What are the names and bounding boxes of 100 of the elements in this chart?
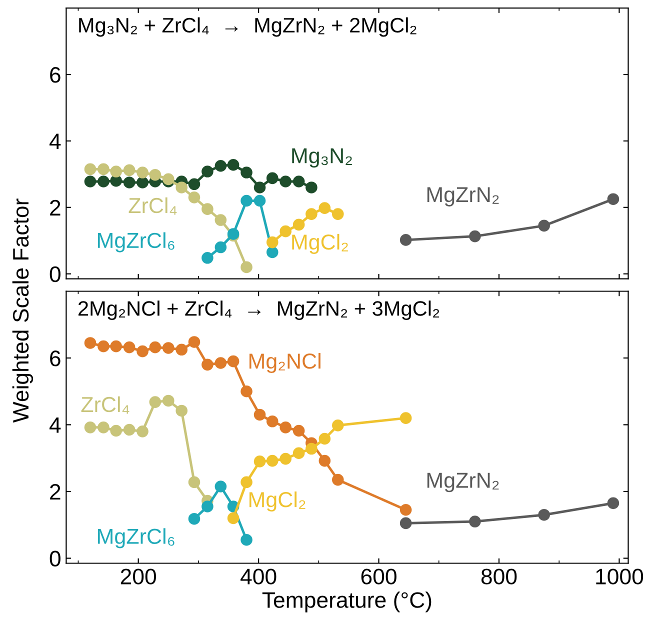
point bbox=[240, 261, 252, 274]
point bbox=[202, 358, 214, 371]
point bbox=[136, 176, 148, 188]
point bbox=[176, 404, 188, 417]
point bbox=[254, 456, 266, 468]
x-tick-label: 800 bbox=[481, 568, 517, 584]
point bbox=[162, 394, 174, 407]
point bbox=[306, 182, 318, 194]
point bbox=[306, 442, 318, 455]
y-tick-label: 2 bbox=[50, 484, 60, 500]
point bbox=[149, 168, 162, 181]
point bbox=[227, 158, 240, 171]
point bbox=[188, 192, 200, 204]
point bbox=[202, 252, 214, 264]
point bbox=[266, 236, 278, 248]
y-tick-label: 0 bbox=[50, 550, 60, 567]
y-tick-label: 2 bbox=[50, 200, 60, 216]
x-tick-label: 1000 bbox=[596, 568, 644, 584]
point bbox=[332, 420, 344, 432]
series-label: MgZrCl₆ bbox=[98, 528, 174, 548]
point bbox=[240, 476, 252, 488]
point bbox=[469, 516, 481, 528]
x-axis-title: Temperature (°C) bbox=[262, 592, 432, 612]
point bbox=[266, 246, 278, 258]
series-label: MgCl₂ bbox=[250, 491, 306, 512]
point bbox=[214, 214, 227, 226]
series-label: MgZrN₂ bbox=[427, 472, 499, 492]
series-label: ZrCl₄ bbox=[128, 197, 177, 215]
point bbox=[607, 193, 620, 205]
point bbox=[149, 341, 162, 354]
point bbox=[123, 341, 136, 354]
point bbox=[318, 202, 331, 214]
point bbox=[292, 424, 305, 437]
point bbox=[538, 508, 550, 521]
point bbox=[280, 422, 292, 434]
x-tick-label: 400 bbox=[240, 568, 276, 584]
point bbox=[176, 182, 188, 194]
point bbox=[607, 497, 620, 510]
point bbox=[110, 340, 122, 352]
y-tick-label: 4 bbox=[49, 134, 61, 150]
point bbox=[266, 416, 278, 428]
point bbox=[98, 176, 110, 188]
point bbox=[202, 500, 214, 512]
series-label: MgCl₂ bbox=[292, 234, 348, 254]
point bbox=[84, 176, 96, 188]
point bbox=[136, 426, 148, 438]
point bbox=[266, 454, 278, 467]
point bbox=[254, 182, 266, 194]
point bbox=[332, 474, 344, 486]
x-tick-label: 600 bbox=[361, 568, 396, 584]
point bbox=[292, 447, 305, 460]
point bbox=[188, 336, 200, 348]
y-axis-title: Weighted Scale Factor bbox=[12, 198, 34, 423]
series-label: Mg₂NCl bbox=[250, 352, 320, 374]
point bbox=[98, 340, 110, 352]
point bbox=[214, 480, 227, 492]
point bbox=[214, 160, 227, 172]
point bbox=[202, 203, 214, 215]
point bbox=[254, 408, 266, 421]
point bbox=[136, 345, 148, 358]
y-tick-label: 6 bbox=[50, 350, 60, 366]
point bbox=[280, 452, 292, 465]
y-tick-label: 4 bbox=[49, 418, 61, 433]
series-label: Mg₃N₂ bbox=[292, 148, 352, 168]
point bbox=[110, 424, 122, 437]
point bbox=[176, 344, 188, 356]
series-label: ZrCl₄ bbox=[81, 396, 130, 414]
point bbox=[318, 454, 331, 467]
point bbox=[400, 412, 412, 424]
point bbox=[162, 173, 174, 186]
point bbox=[400, 504, 412, 516]
point bbox=[84, 337, 96, 349]
point bbox=[123, 164, 136, 176]
point bbox=[280, 176, 292, 188]
point bbox=[162, 342, 174, 354]
point bbox=[214, 357, 227, 369]
point bbox=[123, 424, 136, 436]
point bbox=[202, 166, 214, 178]
point bbox=[240, 166, 252, 178]
point bbox=[188, 178, 200, 190]
point bbox=[240, 385, 252, 398]
point bbox=[214, 241, 227, 254]
point bbox=[136, 166, 148, 178]
point bbox=[84, 163, 96, 176]
point bbox=[538, 220, 550, 232]
y-tick-label: 6 bbox=[50, 67, 60, 83]
point bbox=[227, 355, 240, 368]
chart-title: 2Mg₂NCl + ZrCl₄ → MgZrN₂ + 3MgCl₂ bbox=[78, 300, 440, 320]
point bbox=[318, 432, 331, 445]
point bbox=[188, 512, 200, 525]
point bbox=[292, 218, 305, 231]
point bbox=[266, 172, 278, 184]
point bbox=[98, 422, 110, 434]
series-label: MgZrCl₆ bbox=[98, 232, 174, 252]
point bbox=[400, 517, 412, 530]
point bbox=[110, 166, 122, 178]
point bbox=[254, 194, 266, 207]
point bbox=[123, 176, 136, 188]
point bbox=[400, 234, 412, 246]
point bbox=[280, 225, 292, 238]
